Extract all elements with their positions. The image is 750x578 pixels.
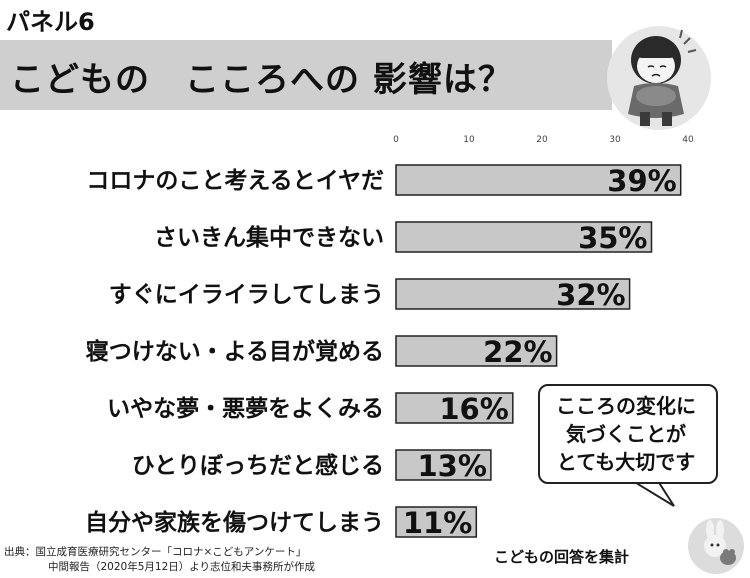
callout-line: とても大切です <box>556 450 696 474</box>
value-label: 11% <box>403 506 472 540</box>
category-labels: コロナのこと考えるとイヤださいきん集中できないすぐにイライラしてしまう寝つけない… <box>85 168 384 536</box>
page-title: こどもの こころへの 影響は？ <box>10 60 513 100</box>
source-line-1: 出典：国立成育医療研究センター「コロナ×こどもアンケート」 <box>4 546 307 558</box>
category-label: 自分や家族を傷つけてしまう <box>85 509 384 536</box>
bar <box>395 392 514 424</box>
bar-chart: 0 10 20 30 40 コロナのこと考えるとイヤださいきん集中できないすぐにイライラ… <box>85 135 694 540</box>
value-labels: 39% 35% 32%22% 16% 13% 11% <box>403 164 677 540</box>
value-label: 32% <box>556 278 625 312</box>
title-band <box>0 40 612 110</box>
callout-text: こころの変化に 気づくことが とても大切です <box>538 392 714 476</box>
x-tick-label: 0 <box>393 135 399 145</box>
x-tick-label: 30 <box>609 135 621 145</box>
callout-line: 気づくことが <box>566 422 686 446</box>
rabbit-stamp-icon <box>688 518 744 574</box>
callout-line: こころの変化に <box>556 394 696 418</box>
category-label: 寝つけない・よる目が覚める <box>86 338 384 365</box>
category-label: コロナのこと考えるとイヤだ <box>86 168 384 194</box>
source-citation: 出典：国立成育医療研究センター「コロナ×こどもアンケート」 中間報告（2020年… <box>4 545 315 575</box>
value-label: 35% <box>578 221 647 255</box>
value-label: 16% <box>439 392 508 426</box>
category-label: いやな夢・悪夢をよくみる <box>107 396 384 422</box>
bar <box>395 335 558 367</box>
bar <box>395 506 478 538</box>
panel-label: パネル6 <box>6 8 95 36</box>
bar <box>395 278 631 310</box>
x-axis-ticks: 0 10 20 30 40 <box>393 135 694 145</box>
sad-child-icon <box>607 26 711 130</box>
x-tick-label: 10 <box>463 135 475 145</box>
x-tick-label: 20 <box>536 135 548 145</box>
x-tick-label: 40 <box>682 135 694 145</box>
source-line-2: 中間報告（2020年5月12日）より志位和夫事務所が作成 <box>48 561 316 573</box>
bar <box>395 449 492 481</box>
callout-box <box>538 384 718 484</box>
value-label: 39% <box>607 164 676 198</box>
value-label: 22% <box>483 335 552 369</box>
category-label: すぐにイライラしてしまう <box>109 282 384 308</box>
bar <box>395 164 682 196</box>
aggregation-note: こどもの回答を集計 <box>494 548 630 566</box>
category-label: さいきん集中できない <box>154 224 384 251</box>
bars <box>395 164 682 538</box>
value-label: 13% <box>417 449 486 483</box>
bar <box>395 221 653 253</box>
category-label: ひとりぼっちだと感じる <box>132 452 384 479</box>
